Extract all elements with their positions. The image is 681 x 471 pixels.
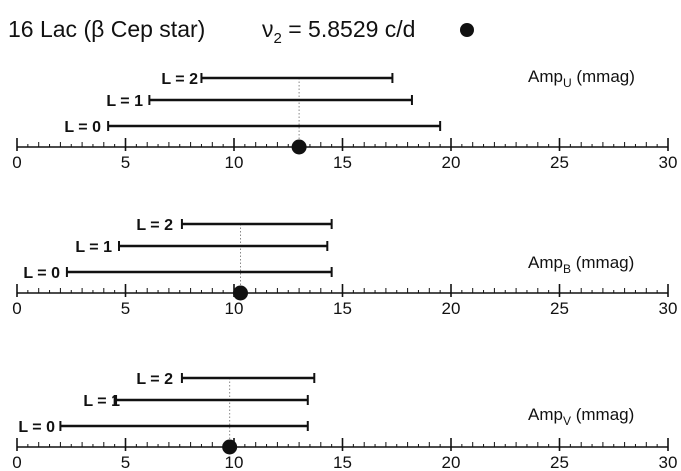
title-frequency: ν2 = 5.8529 c/d (262, 16, 415, 47)
tick-label: 0 (12, 299, 21, 318)
tick-label: 5 (121, 299, 130, 318)
panel-V: 0 5 10 15 20 25 30 L = 2 L = 1 L = 0 AmpV (mmag) (12, 371, 677, 471)
range-label: L = 2 (136, 371, 173, 388)
amp-unit: (mmag) (571, 405, 634, 424)
amp-unit: (mmag) (572, 67, 635, 86)
amp-base: Amp (528, 253, 563, 272)
panel-U: 0 5 10 15 20 25 30 L = 2 L = 1 L = 0 AmpU (mmag) (12, 67, 677, 172)
amp-subscript: U (563, 76, 572, 90)
title-star: 16 Lac (β Cep star) (8, 16, 205, 42)
tick-label: 0 (12, 453, 21, 471)
amp-base: Amp (528, 405, 563, 424)
observed-amplitude-marker (233, 285, 249, 301)
tick-label: 30 (659, 153, 678, 172)
range-label: L = 0 (18, 419, 55, 436)
observed-amplitude-marker (291, 139, 307, 155)
range-label: L = 0 (64, 119, 101, 136)
amp-unit: (mmag) (571, 253, 634, 272)
range-label: L = 1 (75, 239, 112, 256)
amplitude-axis-label: AmpV (mmag) (528, 405, 634, 428)
amp-subscript: B (563, 262, 571, 276)
tick-label: 10 (225, 153, 244, 172)
tick-label: 5 (121, 453, 130, 471)
tick-label: 30 (659, 453, 678, 471)
tick-label: 25 (550, 453, 569, 471)
freq-subscript: 2 (274, 30, 282, 47)
amplitude-axis-label: AmpB (mmag) (528, 253, 634, 276)
tick-label: 10 (225, 453, 244, 471)
freq-symbol: ν (262, 16, 274, 42)
observed-amplitude-marker (222, 439, 238, 455)
tick-label: 15 (333, 453, 352, 471)
tick-label: 15 (333, 153, 352, 172)
tick-label: 10 (225, 299, 244, 318)
tick-label: 5 (121, 153, 130, 172)
amp-base: Amp (528, 67, 563, 86)
tick-label: 15 (333, 299, 352, 318)
range-label: L = 2 (136, 217, 173, 234)
range-label: L = 2 (161, 71, 198, 88)
tick-label: 20 (442, 299, 461, 318)
tick-label: 20 (442, 453, 461, 471)
tick-label: 25 (550, 153, 569, 172)
range-label: L = 0 (23, 265, 60, 282)
figure-title: 16 Lac (β Cep star) ν2 = 5.8529 c/d (8, 16, 474, 47)
panel-B: 0 5 10 15 20 25 30 L = 2 L = 1 L = 0 AmpB (mmag) (12, 217, 677, 318)
freq-value: = 5.8529 c/d (282, 16, 416, 42)
tick-label: 20 (442, 153, 461, 172)
range-label: L = 1 (83, 393, 120, 410)
tick-label: 30 (659, 299, 678, 318)
amp-subscript: V (563, 414, 571, 428)
tick-label: 0 (12, 153, 21, 172)
title-observed-marker (460, 23, 474, 37)
tick-label: 25 (550, 299, 569, 318)
amplitude-axis-label: AmpU (mmag) (528, 67, 635, 90)
range-label: L = 1 (106, 93, 143, 110)
